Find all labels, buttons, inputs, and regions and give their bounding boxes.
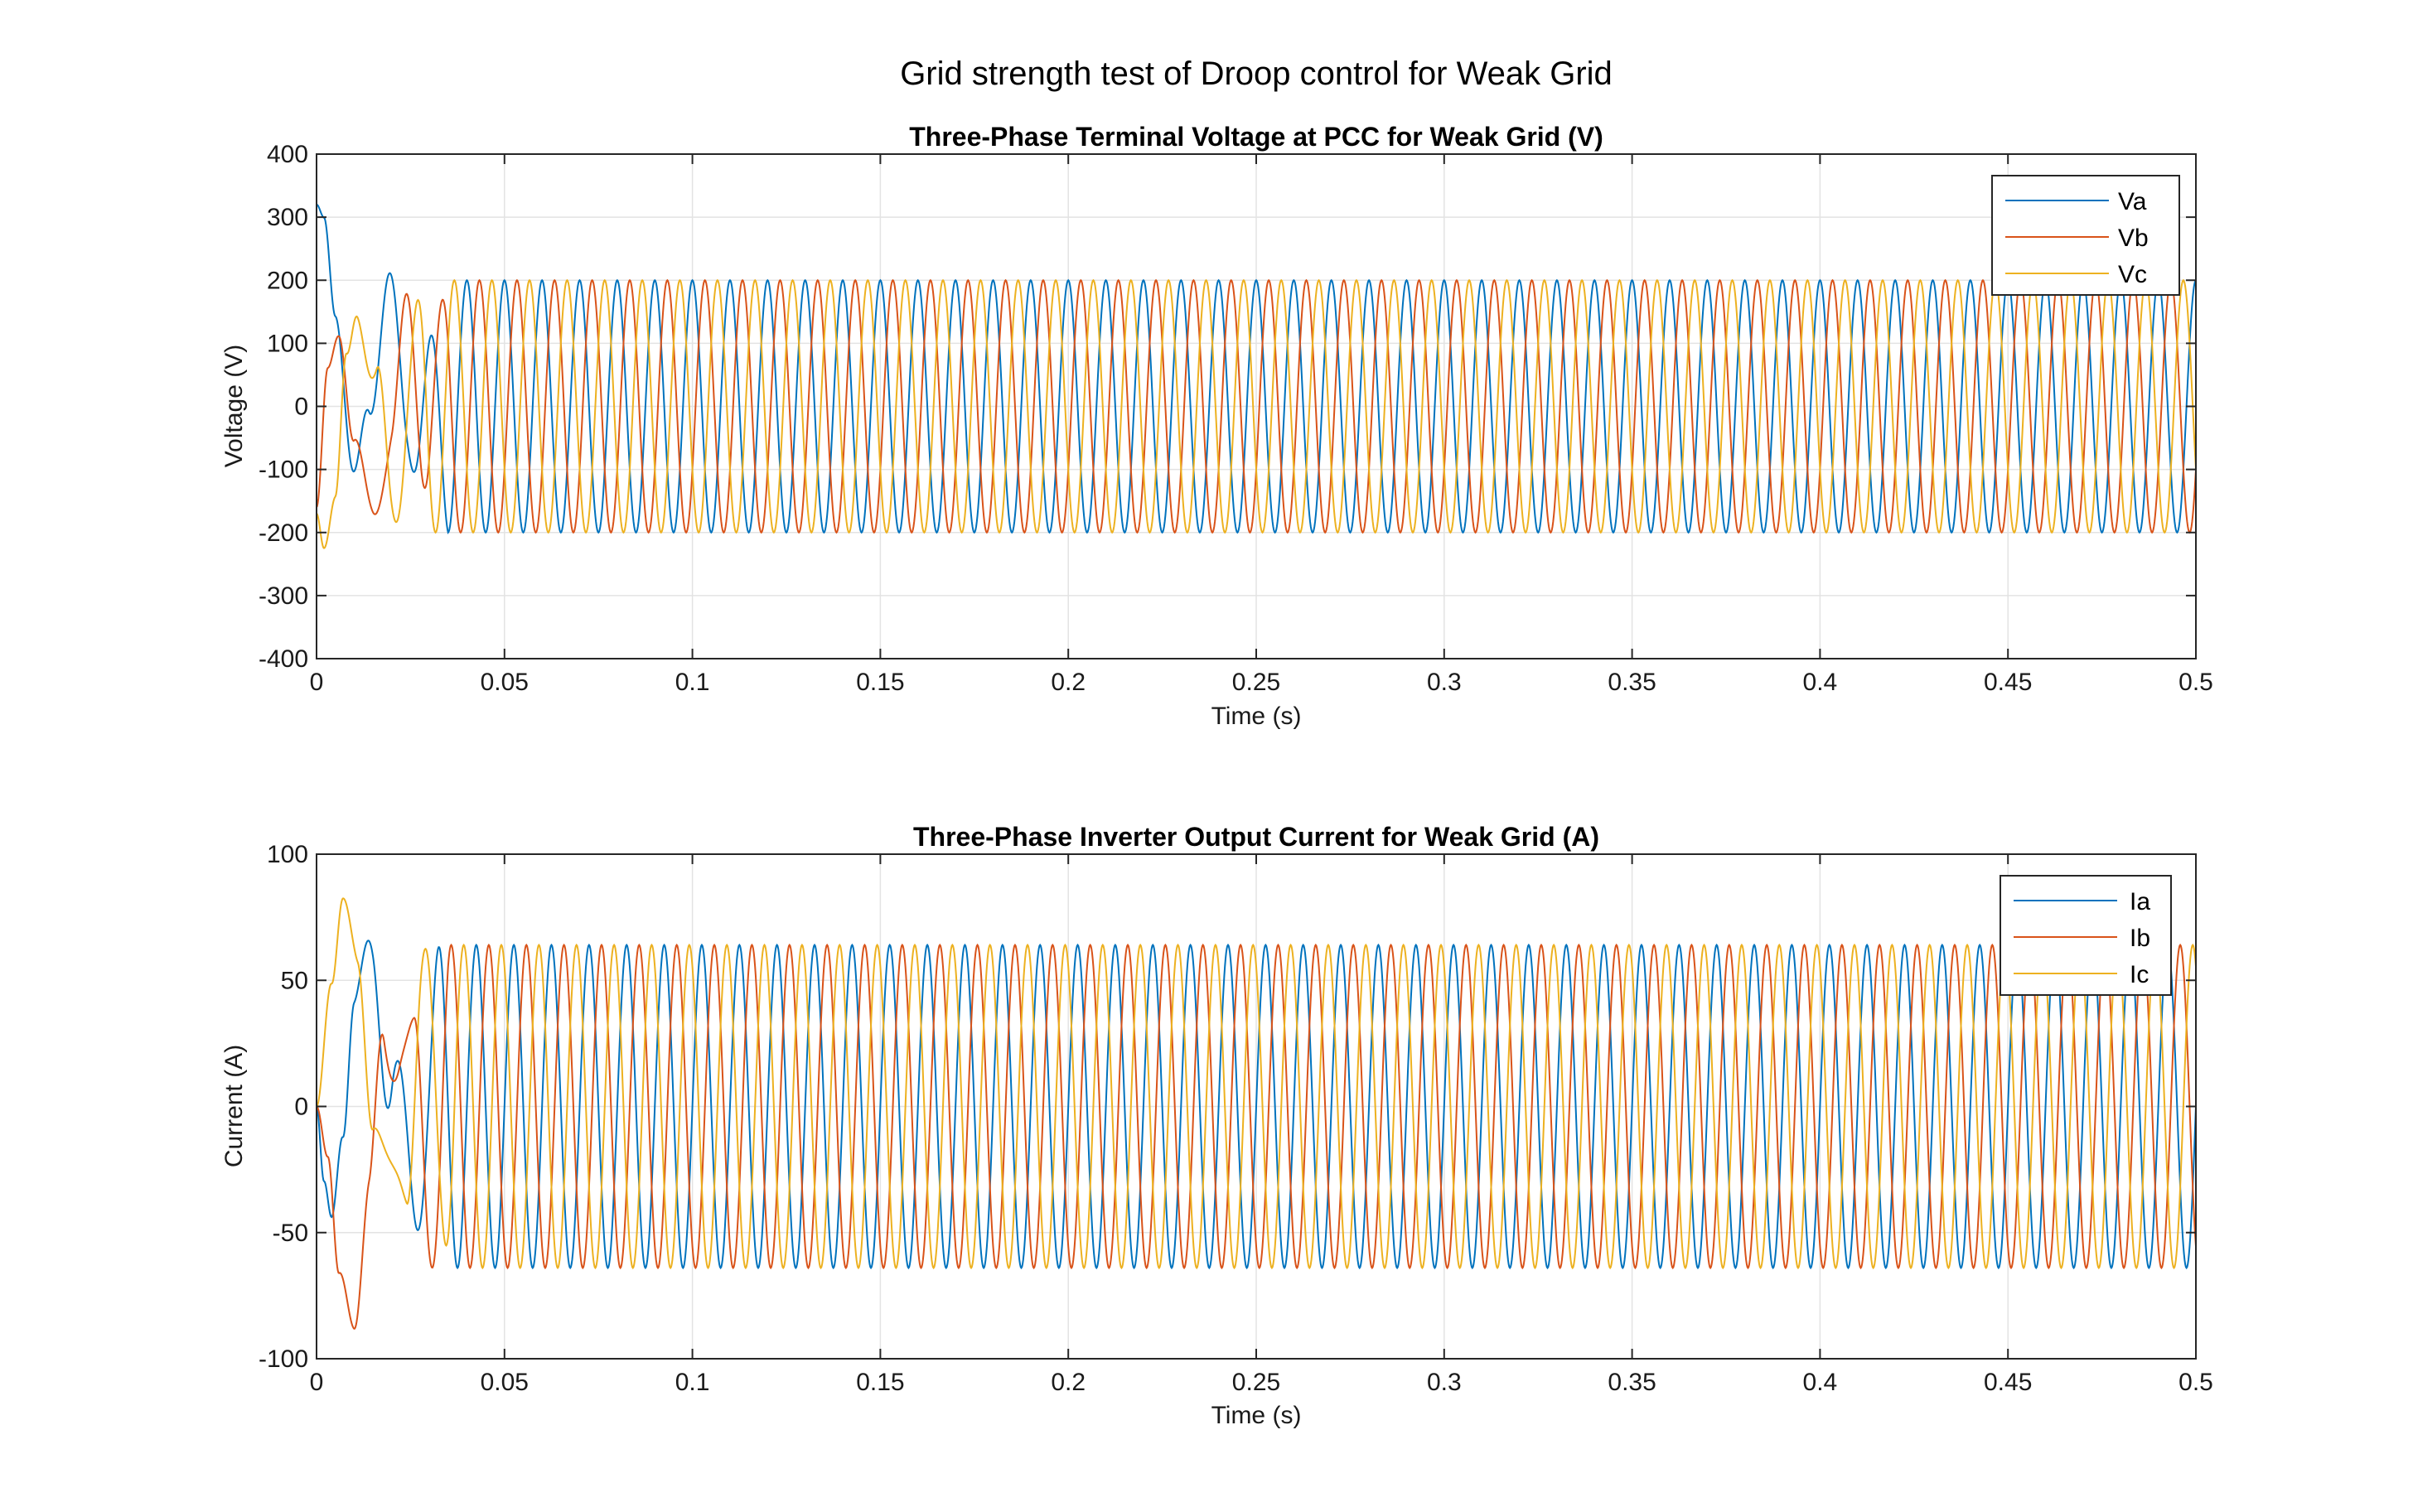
current-y-tick-label-4: 100 <box>267 841 308 868</box>
current-y-axis-label: Current (A) <box>220 1045 248 1167</box>
voltage-x-tick-label-1: 0.05 <box>481 669 529 696</box>
voltage-x-tick-label-10: 0.5 <box>2178 669 2213 696</box>
voltage-subplot-title: Three-Phase Terminal Voltage at PCC for … <box>909 122 1603 152</box>
voltage-y-tick-label-8: 400 <box>267 141 308 168</box>
legend-label-ia: Ia <box>2130 888 2150 915</box>
voltage-legend-box <box>1991 175 2180 296</box>
current-x-tick-label-0: 0 <box>310 1369 324 1396</box>
current-x-tick-label-10: 0.5 <box>2178 1369 2213 1396</box>
current-series-ic <box>316 897 2197 1270</box>
voltage-series <box>316 203 2197 549</box>
legend-label-vc: Vc <box>2118 261 2147 288</box>
voltage-legend: Va Vb Vc <box>1991 175 2180 296</box>
current-x-axis-label: Time (s) <box>1211 1402 1302 1429</box>
voltage-y-tick-label-2: -200 <box>259 519 308 547</box>
current-ticks: 0 0.05 0.1 0.15 0.2 0.25 0.3 0.35 0.4 0.45 0.5 -100… <box>259 841 2213 1396</box>
voltage-x-tick-label-2: 0.1 <box>675 669 710 696</box>
voltage-ticks: 0 0.05 0.1 0.15 0.2 0.25 0.3 0.35 0.4 0.45 0.5 -400… <box>259 141 2213 696</box>
current-y-tick-label-3: 50 <box>281 967 308 994</box>
voltage-grid <box>316 153 2197 659</box>
current-x-tick-label-8: 0.4 <box>1803 1369 1838 1396</box>
voltage-x-tick-label-5: 0.25 <box>1232 669 1280 696</box>
voltage-y-tick-label-3: -100 <box>259 456 308 484</box>
current-x-tick-label-4: 0.2 <box>1051 1369 1086 1396</box>
voltage-y-tick-label-1: -300 <box>259 582 308 610</box>
current-y-tick-label-2: 0 <box>294 1094 308 1121</box>
current-x-tick-label-1: 0.05 <box>481 1369 529 1396</box>
current-y-tick-label-1: -50 <box>273 1220 308 1247</box>
voltage-x-tick-label-7: 0.35 <box>1608 669 1656 696</box>
current-legend-box <box>2000 875 2172 996</box>
legend-label-vb: Vb <box>2118 225 2149 252</box>
voltage-subplot: Three-Phase Terminal Voltage at PCC for … <box>220 122 2213 730</box>
current-y-tick-label-0: -100 <box>259 1345 308 1373</box>
voltage-y-axis-label: Voltage (V) <box>220 345 248 467</box>
current-x-tick-label-7: 0.35 <box>1608 1369 1656 1396</box>
voltage-x-tick-label-0: 0 <box>310 669 324 696</box>
voltage-x-tick-label-9: 0.45 <box>1984 669 2032 696</box>
figure-title: Grid strength test of Droop control for … <box>900 56 1613 92</box>
current-series <box>316 897 2197 1330</box>
voltage-y-tick-label-6: 200 <box>267 267 308 294</box>
voltage-x-tick-label-6: 0.3 <box>1427 669 1462 696</box>
current-x-tick-label-6: 0.3 <box>1427 1369 1462 1396</box>
current-legend: Ia Ib Ic <box>2000 875 2172 996</box>
voltage-x-tick-label-8: 0.4 <box>1803 669 1838 696</box>
voltage-x-tick-label-3: 0.15 <box>856 669 904 696</box>
current-x-tick-label-3: 0.15 <box>856 1369 904 1396</box>
legend-label-ib: Ib <box>2130 925 2150 952</box>
voltage-series-vc <box>316 278 2197 549</box>
current-series-ia <box>316 940 2197 1270</box>
current-x-tick-label-5: 0.25 <box>1232 1369 1280 1396</box>
voltage-y-tick-label-5: 100 <box>267 330 308 357</box>
legend-label-ic: Ic <box>2130 961 2149 988</box>
voltage-y-tick-label-7: 300 <box>267 204 308 231</box>
current-series-ib <box>316 943 2197 1330</box>
current-subplot: Three-Phase Inverter Output Current for … <box>220 822 2213 1429</box>
voltage-y-tick-label-0: -400 <box>259 645 308 673</box>
current-x-tick-label-9: 0.45 <box>1984 1369 2032 1396</box>
current-subplot-title: Three-Phase Inverter Output Current for … <box>913 822 1599 852</box>
voltage-x-tick-label-4: 0.2 <box>1051 669 1086 696</box>
legend-label-va: Va <box>2118 188 2147 215</box>
voltage-x-axis-label: Time (s) <box>1211 703 1302 730</box>
current-x-tick-label-2: 0.1 <box>675 1369 710 1396</box>
voltage-y-tick-label-4: 0 <box>294 394 308 421</box>
